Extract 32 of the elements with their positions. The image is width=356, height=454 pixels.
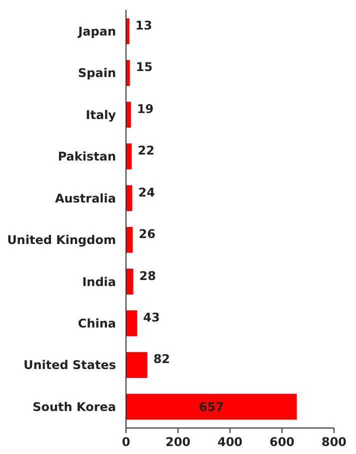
- x-tick-label: 200: [165, 435, 191, 449]
- data-label: 24: [138, 185, 155, 200]
- y-tick-label: Pakistan: [58, 150, 116, 164]
- y-tick-label: India: [82, 274, 116, 289]
- x-tick-label: 400: [217, 435, 243, 449]
- data-label: 43: [143, 310, 160, 324]
- data-label: 26: [138, 227, 156, 242]
- data-label: 15: [136, 60, 153, 74]
- data-label: 22: [138, 144, 154, 158]
- y-tick-label: United Kingdom: [7, 233, 116, 248]
- x-tick-label: 600: [269, 435, 295, 449]
- x-tick-label: 800: [321, 435, 347, 449]
- bar: [126, 352, 148, 378]
- bar: [126, 60, 130, 86]
- y-tick-label: Spain: [78, 66, 116, 80]
- y-tick-label: Japan: [77, 24, 116, 38]
- y-tick-label: South Korea: [32, 400, 116, 414]
- data-label: 13: [135, 18, 152, 32]
- bar: [126, 226, 133, 253]
- y-tick-label: China: [78, 316, 116, 330]
- y-tick-label: United States: [23, 358, 116, 372]
- x-tick-label: 0: [122, 435, 130, 449]
- data-label: 28: [139, 268, 156, 283]
- y-tick-label: Australia: [54, 191, 116, 206]
- bar: [126, 102, 131, 128]
- bar: [126, 310, 138, 336]
- data-label: 657: [198, 400, 224, 414]
- y-tick-label: Italy: [86, 108, 116, 122]
- bar: [126, 268, 134, 295]
- data-label: 19: [136, 102, 154, 116]
- data-label: 82: [153, 352, 170, 366]
- bar: [126, 394, 297, 420]
